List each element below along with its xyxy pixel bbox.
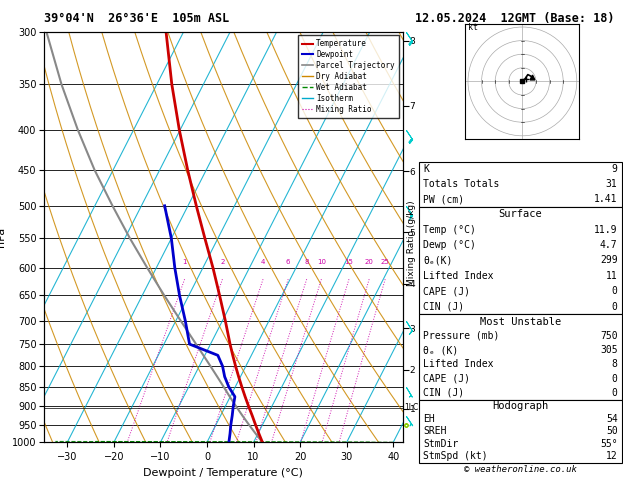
Text: StmDir: StmDir [423,439,459,449]
Text: 4: 4 [261,259,265,265]
Text: 39°04'N  26°36'E  105m ASL: 39°04'N 26°36'E 105m ASL [44,12,230,25]
Text: 55°: 55° [600,439,618,449]
Text: SREH: SREH [423,426,447,436]
Text: © weatheronline.co.uk: © weatheronline.co.uk [464,465,577,474]
Text: 11.9: 11.9 [594,225,618,235]
Text: kt: kt [468,23,478,32]
Bar [420,207,621,314]
Text: 1LCL: 1LCL [404,403,423,412]
Text: Temp (°C): Temp (°C) [423,225,476,235]
Text: CAPE (J): CAPE (J) [423,286,470,296]
Text: 1.41: 1.41 [594,194,618,204]
Text: 20: 20 [365,259,374,265]
Text: 0: 0 [612,302,618,312]
Text: 0: 0 [612,374,618,383]
Text: K: K [423,164,429,174]
Text: 15: 15 [345,259,353,265]
Text: 8: 8 [612,359,618,369]
X-axis label: Dewpoint / Temperature (°C): Dewpoint / Temperature (°C) [143,468,303,478]
Text: 11: 11 [606,271,618,281]
Y-axis label: hPa: hPa [0,227,6,247]
Text: θₑ(K): θₑ(K) [423,256,453,265]
Text: 10: 10 [317,259,326,265]
Bar [420,400,621,463]
Text: 8: 8 [304,259,309,265]
Text: PW (cm): PW (cm) [423,194,465,204]
Text: 2: 2 [220,259,225,265]
Text: Hodograph: Hodograph [493,401,548,411]
Text: 299: 299 [600,256,618,265]
Text: Lifted Index: Lifted Index [423,271,494,281]
Text: 25: 25 [381,259,389,265]
Text: 4.7: 4.7 [600,240,618,250]
Text: 54: 54 [606,414,618,424]
Text: 12: 12 [606,451,618,462]
Text: 50: 50 [606,426,618,436]
Text: Pressure (mb): Pressure (mb) [423,331,500,341]
Text: 750: 750 [600,331,618,341]
Text: CAPE (J): CAPE (J) [423,374,470,383]
Text: Surface: Surface [499,209,542,219]
Text: 6: 6 [286,259,291,265]
Text: CIN (J): CIN (J) [423,302,465,312]
Text: 12.05.2024  12GMT (Base: 18): 12.05.2024 12GMT (Base: 18) [415,12,615,25]
Text: θₑ (K): θₑ (K) [423,345,459,355]
Text: Most Unstable: Most Unstable [480,316,561,327]
Text: Lifted Index: Lifted Index [423,359,494,369]
Text: EH: EH [423,414,435,424]
Text: StmSpd (kt): StmSpd (kt) [423,451,488,462]
Bar [420,161,621,207]
Text: 0: 0 [612,388,618,398]
Text: Dewp (°C): Dewp (°C) [423,240,476,250]
Text: 1: 1 [182,259,187,265]
Text: Totals Totals: Totals Totals [423,179,500,189]
Bar [420,314,621,400]
Text: 9: 9 [612,164,618,174]
Text: 305: 305 [600,345,618,355]
Text: CIN (J): CIN (J) [423,388,465,398]
Legend: Temperature, Dewpoint, Parcel Trajectory, Dry Adiabat, Wet Adiabat, Isotherm, Mi: Temperature, Dewpoint, Parcel Trajectory… [298,35,399,118]
Text: 31: 31 [606,179,618,189]
Text: Mixing Ratio (g/kg): Mixing Ratio (g/kg) [408,200,416,286]
Y-axis label: km
ASL: km ASL [423,215,441,237]
Text: 0: 0 [612,286,618,296]
